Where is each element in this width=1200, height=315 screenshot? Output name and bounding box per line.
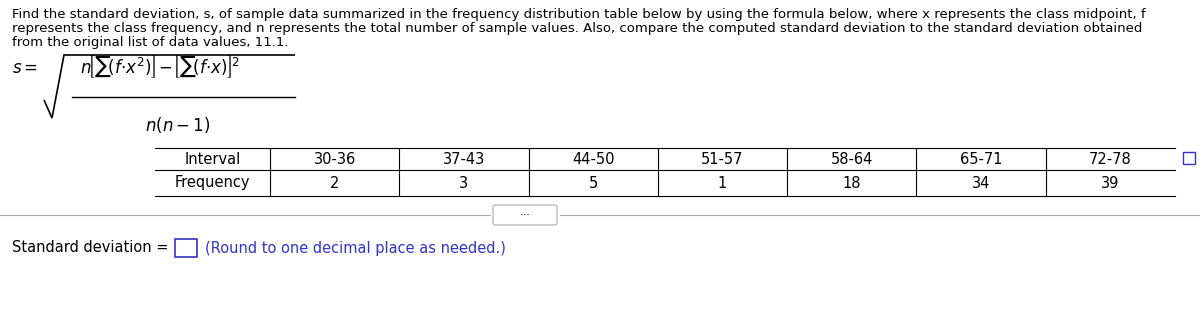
Text: 44-50: 44-50 [572, 152, 614, 167]
Text: Frequency: Frequency [175, 175, 251, 191]
Text: 30-36: 30-36 [313, 152, 355, 167]
Text: 65-71: 65-71 [960, 152, 1002, 167]
Text: 37-43: 37-43 [443, 152, 485, 167]
Text: 51-57: 51-57 [701, 152, 744, 167]
Text: 72-78: 72-78 [1088, 152, 1132, 167]
Text: 2: 2 [330, 175, 340, 191]
Text: Standard deviation =: Standard deviation = [12, 240, 168, 255]
Text: Interval: Interval [185, 152, 241, 167]
Text: 1: 1 [718, 175, 727, 191]
Text: 58-64: 58-64 [830, 152, 872, 167]
Text: 18: 18 [842, 175, 862, 191]
Text: 3: 3 [460, 175, 468, 191]
Text: ···: ··· [520, 210, 530, 220]
Text: 5: 5 [588, 175, 598, 191]
Bar [175, 239, 197, 257]
Text: $n(n-1)$: $n(n-1)$ [145, 115, 211, 135]
Bar [1183, 152, 1195, 164]
Text: $n\!\left[\sum\!(f{\cdot}x^2)\right]\!-\!\left[\sum\!(f{\cdot}x)\right]^{\!2}$: $n\!\left[\sum\!(f{\cdot}x^2)\right]\!-\… [80, 54, 240, 80]
Text: 34: 34 [972, 175, 990, 191]
Text: from the original list of data values, 11.1.: from the original list of data values, 1… [12, 36, 288, 49]
Text: $s=$: $s=$ [12, 59, 38, 77]
Text: (Round to one decimal place as needed.): (Round to one decimal place as needed.) [205, 240, 506, 255]
FancyBboxPatch shape [493, 205, 557, 225]
Text: represents the class frequency, and n represents the total number of sample valu: represents the class frequency, and n re… [12, 22, 1142, 35]
Text: Find the standard deviation, s, of sample data summarized in the frequency distr: Find the standard deviation, s, of sampl… [12, 8, 1146, 21]
Text: 39: 39 [1102, 175, 1120, 191]
